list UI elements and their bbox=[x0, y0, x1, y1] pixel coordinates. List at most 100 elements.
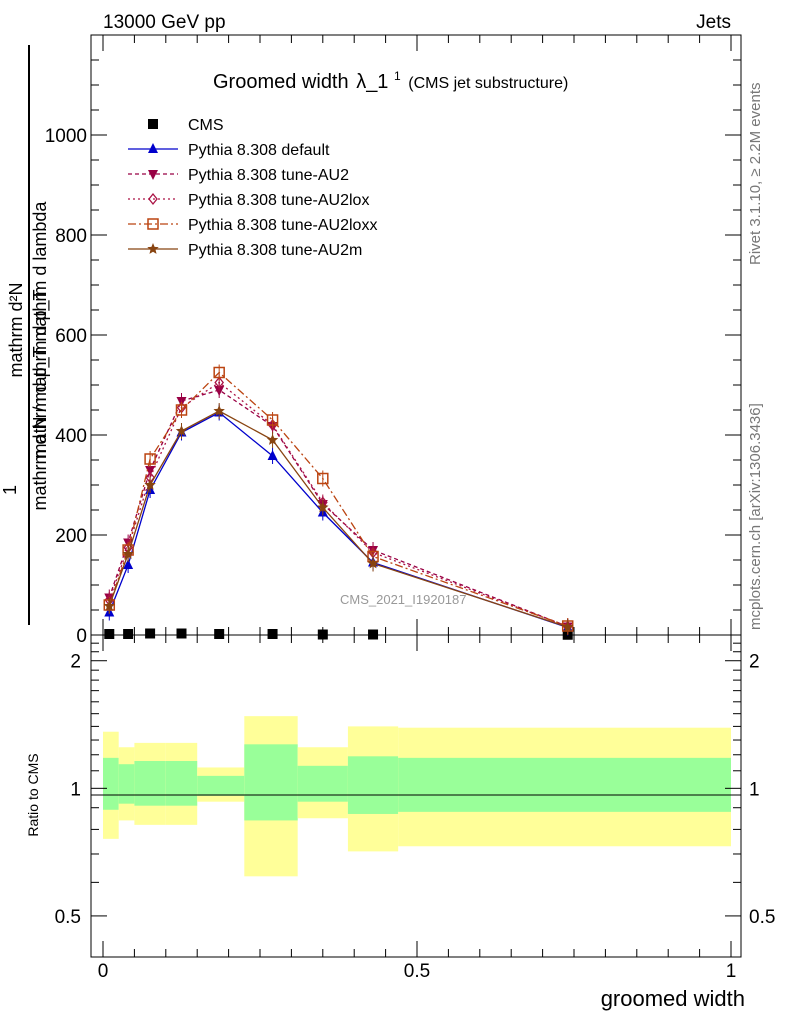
data-point bbox=[317, 629, 328, 640]
data-point bbox=[175, 425, 188, 436]
legend-label: Pythia 8.308 tune-AU2lox bbox=[188, 192, 369, 209]
ratio-band-inner bbox=[134, 761, 166, 806]
data-point bbox=[145, 628, 156, 639]
data-point bbox=[175, 404, 188, 416]
ylabel-frac-num: 1 bbox=[0, 485, 20, 495]
data-point bbox=[104, 629, 115, 639]
legend-marker bbox=[147, 243, 159, 254]
data-point bbox=[144, 453, 156, 465]
legend-entry: Pythia 8.308 tune-AU2 bbox=[128, 167, 349, 184]
ylabel-num: mathrm d²N bbox=[6, 282, 26, 377]
legend-marker bbox=[148, 192, 158, 206]
x-axis-label: groomed width bbox=[601, 986, 745, 1011]
title-symbol: λ_1 bbox=[356, 71, 388, 93]
ratio-plot-frame bbox=[90, 634, 742, 958]
series-0 bbox=[104, 628, 573, 640]
data-point bbox=[176, 628, 187, 639]
y-tick-label: 200 bbox=[55, 526, 87, 547]
y-tick-label: 0 bbox=[76, 626, 87, 647]
axis-ticks: 0 200 400 600 800 1000 0 0.5 1 0.5 0.5 1 1 2 2 bbox=[45, 35, 775, 982]
data-point bbox=[214, 386, 225, 396]
ratio-band-inner bbox=[118, 764, 135, 804]
ratio-tick-label: 0.5 bbox=[55, 907, 81, 928]
data-point bbox=[123, 629, 134, 639]
data-point bbox=[562, 621, 574, 632]
data-point bbox=[122, 548, 134, 559]
data-point bbox=[213, 405, 225, 416]
ratio-band-inner bbox=[197, 775, 245, 796]
data-point bbox=[367, 557, 379, 569]
legend-marker bbox=[148, 143, 158, 153]
energy-label: 13000 GeV pp bbox=[103, 12, 226, 33]
series-line bbox=[108, 371, 568, 627]
legend-label: CMS bbox=[188, 117, 224, 134]
title-note: (CMS jet substructure) bbox=[408, 75, 568, 92]
y-tick-label: 400 bbox=[55, 426, 87, 447]
data-point bbox=[317, 501, 329, 513]
data-point bbox=[103, 600, 115, 611]
ratio-band-inner bbox=[347, 756, 399, 814]
ratio-band-inner bbox=[297, 765, 348, 802]
series-1 bbox=[104, 404, 573, 636]
legend-label: Pythia 8.308 default bbox=[188, 142, 330, 159]
data-point bbox=[317, 472, 329, 485]
x-tick-label: 0 bbox=[98, 961, 109, 982]
plot-title: Groomed width λ_1 1 (CMS jet substructur… bbox=[213, 63, 568, 93]
ratio-bands bbox=[103, 716, 731, 877]
y-tick-label: 600 bbox=[55, 326, 87, 347]
title-sup: 1 bbox=[394, 69, 401, 83]
ratio-band-inner bbox=[244, 744, 298, 821]
legend-marker bbox=[147, 218, 159, 230]
ylabel-den: mathrm d p_T mathrm d lambda bbox=[30, 201, 51, 459]
ratio-tick-label-right: 2 bbox=[749, 652, 760, 673]
mcplots-label: mcplots.cern.ch [arXiv:1306.3436] bbox=[747, 403, 764, 630]
data-point bbox=[144, 479, 156, 490]
title-main: Groomed width bbox=[213, 71, 349, 93]
ylabel-frac-den: mathrm d N / mathrm d p_T bbox=[30, 289, 51, 510]
series-line bbox=[108, 411, 568, 629]
y-axis-label: mathrm d²N mathrm d p_T mathrm d lambda bbox=[6, 45, 51, 625]
legend-entry: Pythia 8.308 tune-AU2lox bbox=[128, 192, 369, 209]
legend-entry: CMS bbox=[148, 117, 224, 134]
data-point bbox=[266, 434, 279, 445]
ratio-tick-label-right: 1 bbox=[749, 779, 760, 800]
ratio-band-inner bbox=[398, 757, 731, 812]
legend-marker bbox=[148, 170, 158, 180]
legend-label: Pythia 8.308 tune-AU2loxx bbox=[188, 217, 377, 234]
y-tick-label: 1000 bbox=[45, 126, 87, 147]
legend-entry: Pythia 8.308 default bbox=[128, 142, 330, 159]
y-tick-label: 800 bbox=[55, 226, 87, 247]
data-point bbox=[267, 629, 278, 639]
analysis-watermark: CMS_2021_I1920187 bbox=[340, 592, 467, 607]
series-5 bbox=[103, 403, 574, 635]
data-point bbox=[266, 414, 279, 426]
x-tick-label: 1 bbox=[726, 961, 737, 982]
ratio-tick-label: 1 bbox=[70, 779, 81, 800]
legend-entry: Pythia 8.308 tune-AU2loxx bbox=[128, 217, 377, 234]
data-point bbox=[368, 629, 379, 640]
series-line bbox=[108, 389, 568, 628]
series-4 bbox=[103, 364, 574, 634]
ratio-tick-label-right: 0.5 bbox=[749, 907, 775, 928]
data-point bbox=[214, 629, 225, 639]
data-series bbox=[103, 364, 574, 640]
ratio-tick-label: 2 bbox=[70, 652, 81, 673]
ratio-ylabel: Ratio to CMS bbox=[25, 753, 41, 836]
ratio-band-inner bbox=[165, 761, 198, 806]
legend-label: Pythia 8.308 tune-AU2m bbox=[188, 242, 362, 259]
x-tick-label: 0.5 bbox=[404, 961, 430, 982]
rivet-label: Rivet 3.1.10, ≥ 2.2M events bbox=[747, 83, 764, 266]
category-label: Jets bbox=[696, 12, 731, 33]
legend-marker bbox=[148, 119, 158, 129]
data-point bbox=[267, 450, 278, 460]
legend: CMS Pythia 8.308 default Pythia 8.308 tune… bbox=[128, 117, 377, 259]
ratio-band-inner bbox=[103, 757, 119, 810]
data-point bbox=[123, 559, 134, 569]
y-axis-prefactor: 1 mathrm d N / mathrm d p_T bbox=[0, 289, 51, 510]
series-3 bbox=[104, 374, 573, 635]
series-line bbox=[108, 381, 568, 628]
data-point bbox=[213, 366, 225, 379]
legend-label: Pythia 8.308 tune-AU2 bbox=[188, 167, 349, 184]
legend-entry: Pythia 8.308 tune-AU2m bbox=[128, 242, 362, 259]
